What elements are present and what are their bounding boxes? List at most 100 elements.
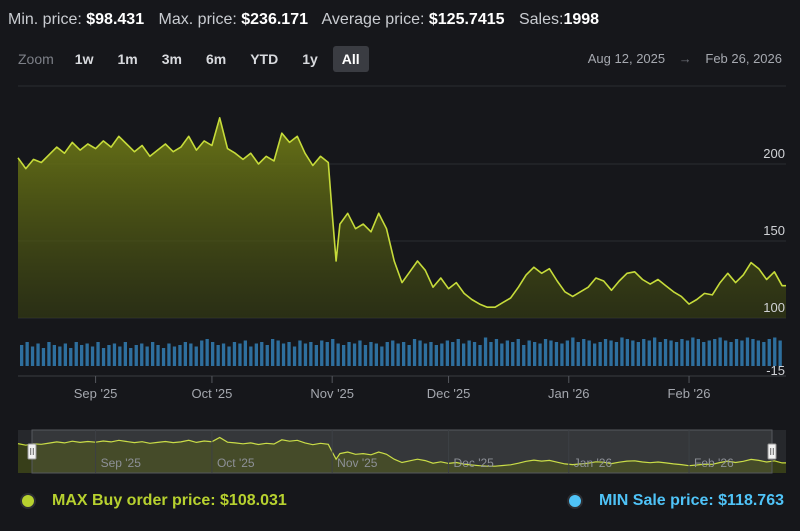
volume-bar — [41, 348, 46, 366]
volume-bar — [276, 340, 280, 366]
volume-bar — [734, 339, 739, 366]
volume-bar — [151, 342, 155, 366]
volume-bar — [554, 342, 559, 366]
price-stats: Min. price: $98.431 Max. price: $236.171… — [8, 11, 599, 29]
zoom-1y-button[interactable]: 1y — [302, 51, 318, 67]
volume-bar — [713, 339, 717, 366]
sales-label: Sales: — [518, 11, 564, 28]
buy-order-dot-icon — [20, 493, 36, 509]
volume-bar — [603, 339, 608, 366]
date-range: Aug 12, 2025 → Feb 26, 2026 — [588, 51, 782, 66]
volume-bar — [702, 342, 706, 366]
x-tick-label: Oct '25 — [192, 386, 233, 401]
price-series — [17, 117, 786, 318]
volume-bar — [494, 339, 499, 366]
volume-bar — [265, 345, 269, 366]
volume-bar — [52, 345, 56, 366]
zoom-3m-button[interactable]: 3m — [161, 51, 182, 67]
min-price-value: $98.431 — [86, 11, 145, 28]
volume-bar — [101, 348, 106, 366]
price-chart[interactable]: 100 150 200 -15 Sep '25 Oct '25 Nov '25 Dec '2… — [0, 0, 800, 480]
volume-bar — [20, 345, 24, 366]
volume-bar — [80, 345, 84, 366]
legend-sale-price[interactable]: MIN Sale price: $118.763 — [567, 492, 784, 510]
volume-bar — [369, 342, 373, 366]
volume-bar — [172, 346, 177, 366]
volume-bar — [314, 345, 318, 366]
zoom-all-button[interactable]: All — [332, 46, 369, 72]
x-tick-label: Sep '25 — [74, 386, 118, 401]
volume-bar — [543, 339, 548, 366]
volume-bar — [189, 343, 193, 366]
x-tick-label: Feb '26 — [668, 386, 711, 401]
legend-buy-order[interactable]: MAX Buy order price: $108.031 — [20, 492, 287, 510]
volume-bar — [516, 339, 520, 366]
volume-bar — [642, 339, 646, 366]
zoom-1w-button[interactable]: 1w — [74, 51, 94, 67]
volume-bar — [260, 342, 264, 366]
buy-order-label: MAX Buy order price: $108.031 — [52, 492, 287, 509]
volume-bar — [571, 337, 575, 366]
volume-bar — [232, 342, 237, 366]
x-tick-label: Jan '26 — [548, 386, 590, 401]
volume-bar — [483, 337, 488, 366]
navigator-left-handle[interactable] — [27, 443, 37, 460]
volume-bar — [342, 345, 346, 366]
x-tick-label: Dec '25 — [427, 386, 471, 401]
volume-bar — [118, 346, 122, 366]
navigator[interactable]: Sep '25 Oct '25 Nov '25 Dec '25 Jan '26 Feb '… — [17, 429, 786, 474]
volume-bar — [140, 343, 144, 366]
volume-bar — [194, 346, 198, 366]
volume-bar — [123, 342, 127, 366]
volume-bar — [631, 340, 635, 366]
volume-bar — [358, 340, 362, 366]
avg-price-label: Average price: — [321, 11, 425, 28]
volume-bar — [287, 342, 291, 366]
volume-bar — [582, 339, 586, 366]
volume-bar — [593, 343, 597, 366]
volume-bar — [533, 342, 537, 366]
volume-bar — [778, 340, 782, 366]
volume-bar — [156, 345, 160, 366]
volume-bar — [478, 345, 482, 366]
date-range-to[interactable]: Feb 26, 2026 — [705, 51, 782, 66]
volume-bar — [451, 342, 455, 366]
zoom-1m-button[interactable]: 1m — [117, 51, 138, 67]
volume-bar — [178, 345, 182, 366]
zoom-6m-button[interactable]: 6m — [205, 51, 227, 67]
volume-bar — [489, 342, 493, 366]
volume-bar — [107, 345, 111, 366]
navigator-tick-label: Jan '26 — [574, 456, 613, 470]
volume-bar — [576, 342, 580, 366]
volume-bar — [205, 339, 209, 366]
volume-bar — [221, 343, 226, 366]
navigator-selection — [31, 429, 773, 474]
volume-bar — [718, 337, 722, 366]
volume-bar — [325, 342, 329, 366]
navigator-right-handle[interactable] — [767, 443, 777, 460]
volume-bar — [200, 340, 204, 366]
volume-bar — [707, 340, 711, 366]
volume-bar — [47, 342, 51, 366]
volume-bar — [227, 346, 231, 366]
sale-price-dot-icon — [567, 493, 583, 509]
volume-bar — [751, 339, 755, 366]
volume-bar — [691, 337, 695, 366]
volume-bar — [396, 343, 400, 366]
avg-price-value: $125.7415 — [428, 11, 505, 28]
volume-bar — [303, 343, 308, 366]
y-axis: 100 150 200 -15 — [763, 146, 785, 378]
volume-bar — [767, 339, 771, 366]
volume-bar — [522, 345, 526, 366]
volume-bar — [129, 348, 133, 366]
max-price-label: Max. price: — [158, 11, 237, 28]
volume-bar — [134, 345, 138, 366]
volume-bar — [685, 340, 690, 366]
volume-bar — [30, 346, 35, 366]
y-tick-label: 150 — [763, 223, 785, 238]
date-range-from[interactable]: Aug 12, 2025 — [587, 51, 666, 66]
navigator-tick-label: Feb '26 — [694, 456, 734, 470]
sale-price-label: MIN Sale price: $118.763 — [599, 492, 784, 509]
volume-bar — [669, 340, 673, 366]
zoom-ytd-button[interactable]: YTD — [250, 51, 279, 67]
